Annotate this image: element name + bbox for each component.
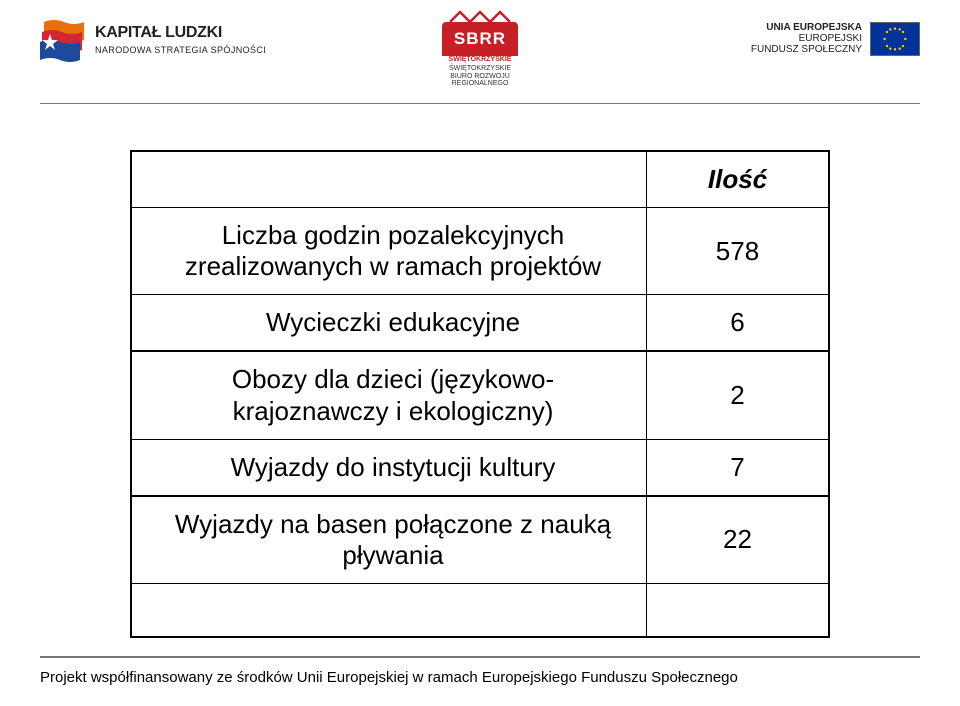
header-divider xyxy=(40,103,920,104)
eu-line-1: UNIA EUROPEJSKA xyxy=(751,22,862,33)
table-row: Wyjazdy do instytucji kultury 7 xyxy=(132,440,828,497)
table-header-ilosc: Ilość xyxy=(647,152,828,207)
table-row-empty xyxy=(132,584,828,636)
footer-text: Projekt współfinansowany ze środków Unii… xyxy=(40,669,920,686)
table-row: Wycieczki edukacyjne 6 xyxy=(132,295,828,352)
row-label-empty xyxy=(132,584,647,636)
data-table: Ilość Liczba godzin pozalekcyjnych zreal… xyxy=(130,150,830,638)
table-header-empty xyxy=(132,152,647,207)
footer-divider xyxy=(40,656,920,658)
row-value-0: 578 xyxy=(647,208,828,294)
eu-flag-icon xyxy=(870,22,920,56)
sbrr-caption-1: ŚWIĘTOKRZYSKIE xyxy=(442,56,518,63)
header-row: KAPITAŁ LUDZKI NARODOWA STRATEGIA SPÓJNO… xyxy=(0,0,960,105)
row-value-2: 2 xyxy=(647,352,828,438)
logo-eu: UNIA EUROPEJSKA EUROPEJSKI FUNDUSZ SPOŁE… xyxy=(730,22,920,72)
row-label-3: Wyjazdy do instytucji kultury xyxy=(132,440,647,495)
row-value-1: 6 xyxy=(647,295,828,350)
row-label-1: Wycieczki edukacyjne xyxy=(132,295,647,350)
slide-page: KAPITAŁ LUDZKI NARODOWA STRATEGIA SPÓJNO… xyxy=(0,0,960,706)
logo-kapital-ludzki: KAPITAŁ LUDZKI NARODOWA STRATEGIA SPÓJNO… xyxy=(40,20,270,80)
row-label-4: Wyjazdy na basen połączone z nauką pływa… xyxy=(132,497,647,583)
kl-title: KAPITAŁ LUDZKI xyxy=(95,24,222,42)
sbrr-caption-2: ŚWIĘTOKRZYSKIE BIURO ROZWOJU REGIONALNEG… xyxy=(442,65,518,88)
table-row: Liczba godzin pozalekcyjnych zrealizowan… xyxy=(132,208,828,295)
row-label-0: Liczba godzin pozalekcyjnych zrealizowan… xyxy=(132,208,647,294)
sbrr-redbox: SBRR xyxy=(442,22,518,56)
table-header-row: Ilość xyxy=(132,152,828,208)
kl-subtitle: NARODOWA STRATEGIA SPÓJNOŚCI xyxy=(95,45,266,55)
eu-text-block: UNIA EUROPEJSKA EUROPEJSKI FUNDUSZ SPOŁE… xyxy=(751,22,862,55)
eu-line-3: FUNDUSZ SPOŁECZNY xyxy=(751,44,862,55)
row-value-empty xyxy=(647,584,828,636)
row-value-3: 7 xyxy=(647,440,828,495)
row-value-4: 22 xyxy=(647,497,828,583)
table-row: Obozy dla dzieci (językowo-krajoznawczy … xyxy=(132,352,828,439)
kl-flag-icon xyxy=(40,20,86,66)
logo-sbrr: SBRR ŚWIĘTOKRZYSKIE ŚWIĘTOKRZYSKIE BIURO… xyxy=(442,10,518,95)
eu-line-2: EUROPEJSKI xyxy=(751,33,862,44)
table-row: Wyjazdy na basen połączone z nauką pływa… xyxy=(132,497,828,584)
row-label-2: Obozy dla dzieci (językowo-krajoznawczy … xyxy=(132,352,647,438)
sbrr-acronym: SBRR xyxy=(454,29,506,49)
